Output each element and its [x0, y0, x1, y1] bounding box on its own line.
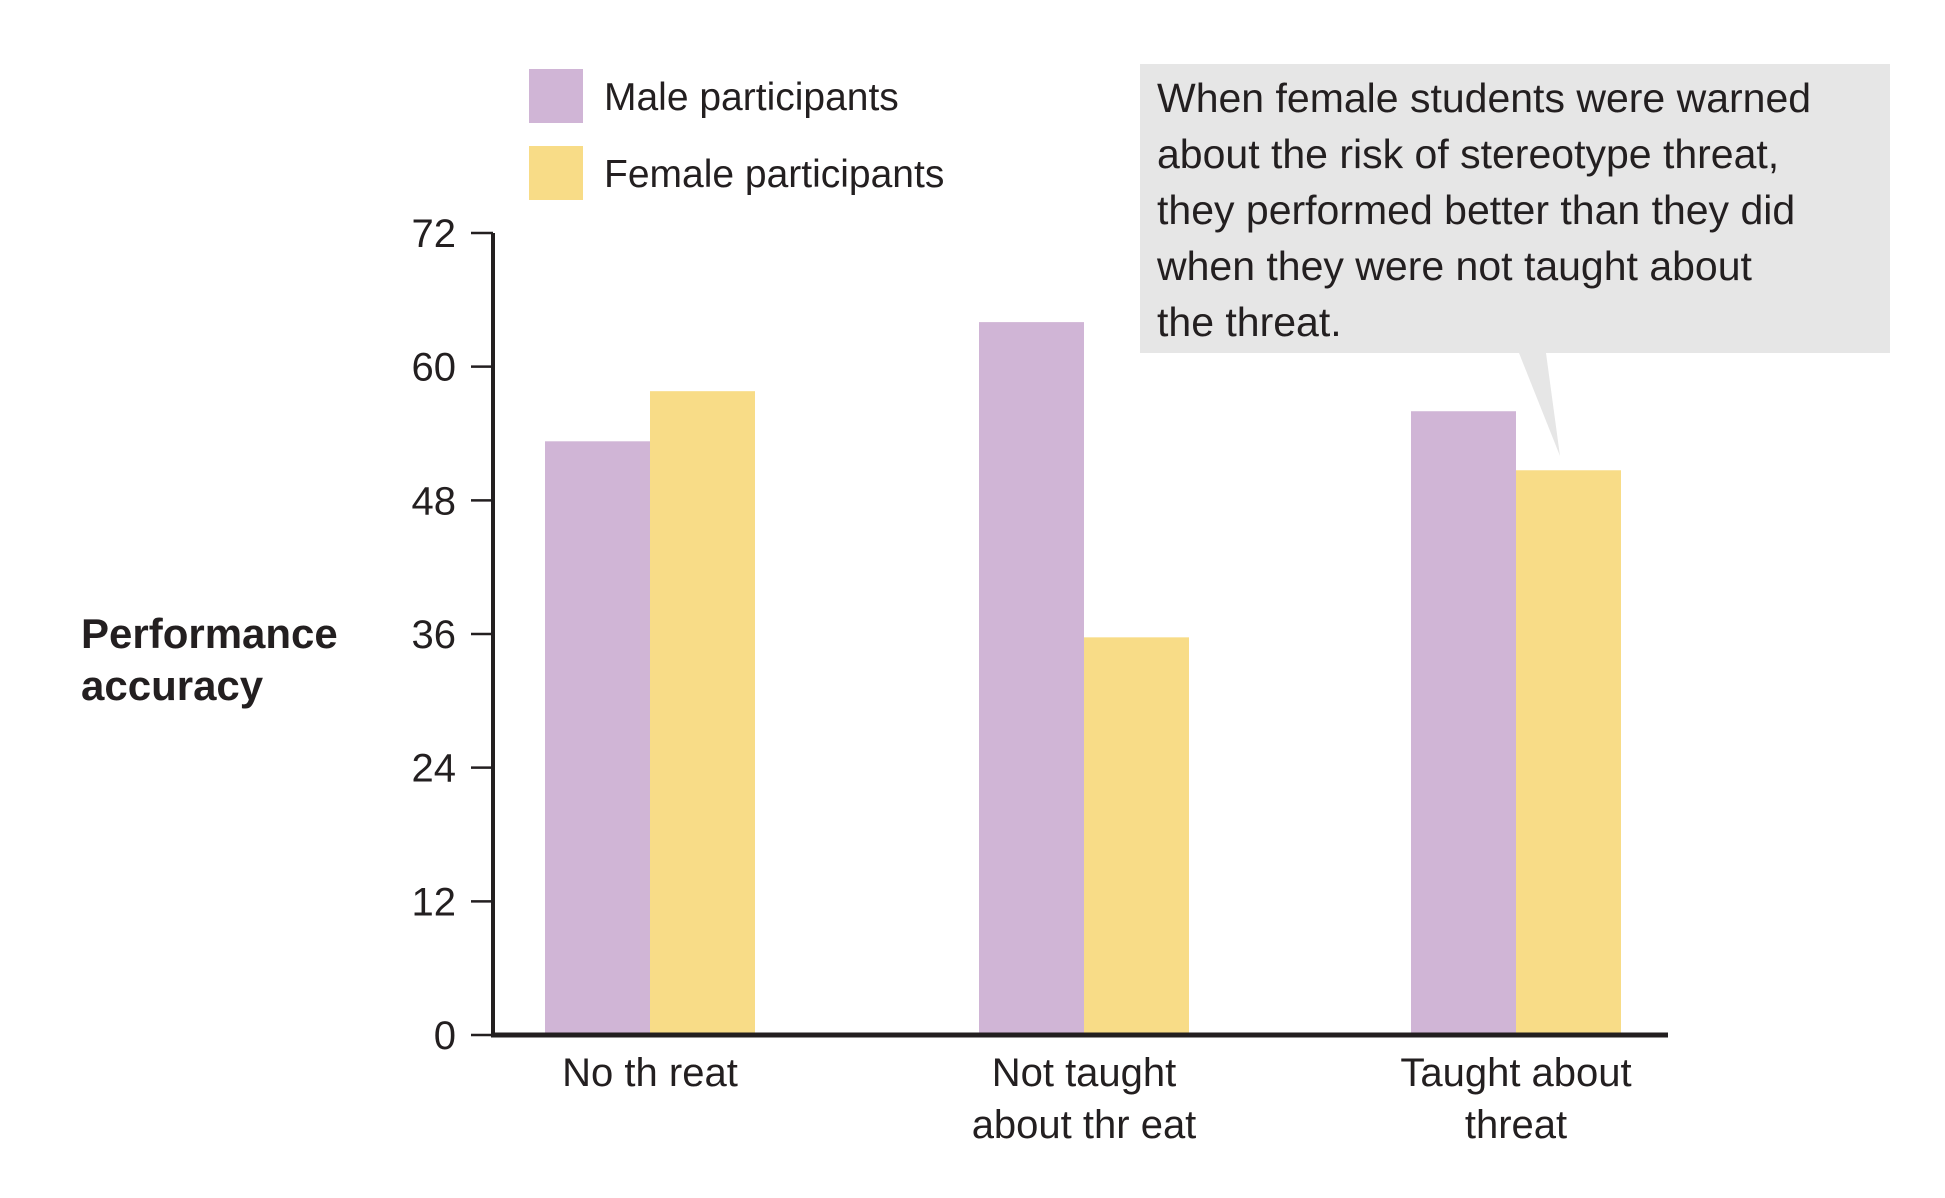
bar-male-2 [1411, 411, 1516, 1035]
annotation-line: they performed better than they did [1157, 187, 1795, 233]
bar-female-0 [650, 391, 755, 1035]
annotation-line: the threat. [1157, 299, 1342, 345]
annotation-callout: When female students were warned about th… [1140, 64, 1890, 456]
y-axis-label-line: accuracy [81, 662, 264, 709]
axes-group: 0 12 24 36 48 60 72 No th reat Not taught about t… [412, 212, 1668, 1147]
bar-female-1 [1084, 637, 1189, 1035]
x-tick-label: threat [1465, 1103, 1567, 1147]
bars-group [545, 322, 1621, 1036]
legend-swatch-female [529, 146, 583, 200]
legend-label: Female participants [604, 153, 944, 196]
annotation-line: about the risk of stereotype threat, [1157, 131, 1779, 177]
legend-swatch-male [529, 69, 583, 123]
annotation-line: when they were not taught about [1156, 243, 1753, 289]
y-tick-label: 48 [412, 479, 457, 523]
callout-box [1140, 64, 1890, 456]
y-axis-label: Performance accuracy [81, 610, 338, 709]
x-tick-label: Not taught [992, 1051, 1177, 1095]
bar-male-1 [979, 322, 1084, 1036]
y-tick-label: 36 [412, 613, 457, 657]
annotation-line: When female students were warned [1157, 75, 1811, 121]
legend-label: Male participants [604, 76, 899, 119]
y-axis-label-line: Performance [81, 610, 338, 657]
x-tick-label: No th reat [562, 1051, 738, 1095]
legend: Male participants Female participants [529, 69, 944, 200]
y-tick-label: 72 [412, 212, 457, 256]
x-tick-label: Taught about [1400, 1051, 1631, 1095]
x-tick-label: about thr eat [972, 1103, 1197, 1147]
y-tick-label: 12 [412, 880, 457, 924]
y-tick-label: 0 [434, 1014, 456, 1058]
bar-female-2 [1516, 470, 1621, 1036]
y-tick-label: 60 [412, 346, 457, 390]
bar-male-0 [545, 441, 650, 1035]
y-tick-label: 24 [412, 747, 457, 791]
